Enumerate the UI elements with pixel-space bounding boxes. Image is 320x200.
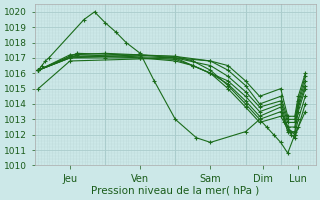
X-axis label: Pression niveau de la mer( hPa ): Pression niveau de la mer( hPa ) bbox=[91, 186, 260, 196]
